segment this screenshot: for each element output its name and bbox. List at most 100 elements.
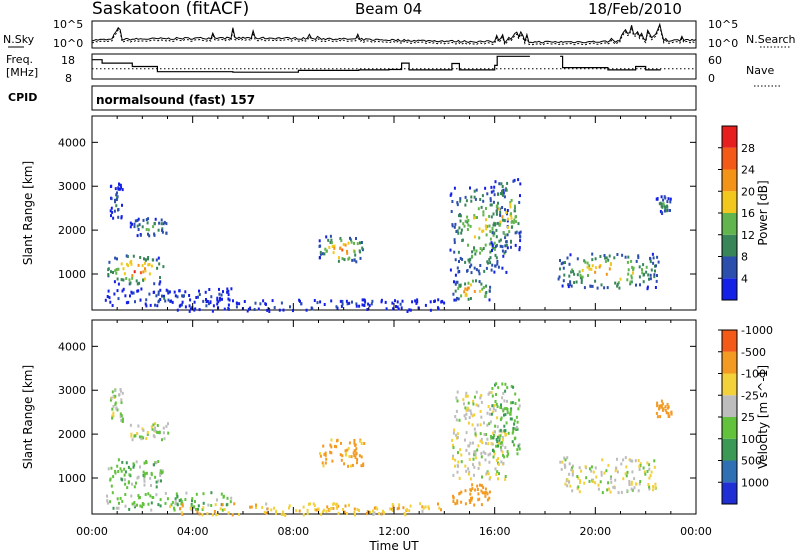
echo-cell-p-5: [331, 245, 334, 248]
echo-cell-p-7: [467, 243, 469, 247]
echo-cell-p-4: [437, 306, 439, 310]
echo-cell-p-5: [341, 248, 344, 252]
echo-cell-p-3: [127, 300, 130, 304]
echo-cell-v-3: [115, 506, 118, 510]
echo-cell-p-4: [188, 309, 191, 313]
echo-cell-v-0: [154, 475, 157, 479]
echo-cell-v-9: [631, 488, 634, 492]
ytick-label: 4000: [58, 340, 86, 353]
echo-cell-v-4: [371, 509, 374, 513]
echo-cell-v-0: [124, 482, 127, 486]
echo-cell-p-8: [499, 244, 502, 248]
echo-cell-p-6: [485, 291, 488, 294]
echo-cell-p-8: [495, 210, 498, 214]
echo-cell-v-2: [152, 434, 155, 438]
echo-cell-p-4: [198, 308, 201, 312]
echo-cell-v-8: [506, 386, 509, 390]
echo-cell-p-10: [664, 196, 667, 200]
echo-cell-v-5: [344, 451, 347, 455]
echo-cell-v-1: [116, 408, 119, 412]
echo-cell-v-4: [408, 509, 411, 513]
echo-cell-v-3: [185, 491, 188, 495]
echo-cell-v-7: [480, 393, 483, 397]
echo-cell-v-7: [483, 433, 486, 436]
echo-cell-v-2: [129, 423, 132, 427]
echo-cell-v-6: [476, 484, 479, 488]
echo-cell-v-3: [134, 505, 136, 509]
echo-cell-v-4: [275, 512, 278, 516]
echo-cell-p-10: [669, 209, 671, 212]
echo-cell-p-7: [488, 242, 491, 246]
echo-cell-v-9: [580, 469, 583, 473]
echo-cell-p-2: [137, 217, 140, 221]
echo-cell-v-7: [467, 408, 470, 412]
echo-cell-v-1: [119, 389, 122, 393]
echo-cell-p-5: [319, 250, 322, 254]
echo-cell-p-5: [321, 252, 324, 256]
echo-cell-v-3: [159, 504, 162, 508]
echo-cell-v-4: [255, 503, 257, 507]
echo-cell-p-5: [359, 241, 361, 245]
echo-cell-v-4: [382, 509, 384, 513]
echo-cell-p-8: [510, 214, 513, 217]
echo-cell-v-8: [504, 413, 507, 417]
echo-cell-p-7: [493, 193, 496, 197]
echo-cell-p-8: [519, 234, 522, 238]
echo-cell-v-3: [195, 507, 197, 511]
echo-cell-p-5: [343, 258, 346, 262]
echo-cell-v-10: [662, 407, 665, 411]
echo-cell-p-5: [328, 245, 331, 249]
echo-cell-p-3: [218, 292, 221, 296]
echo-cell-p-7: [456, 203, 459, 207]
echo-cell-v-8: [492, 455, 495, 459]
echo-cell-v-3: [128, 507, 131, 511]
echo-cell-p-2: [160, 218, 163, 222]
echo-cell-v-9: [579, 481, 582, 484]
echo-cell-p-5: [339, 246, 342, 250]
echo-cell-p-8: [501, 245, 504, 249]
echo-cell-p-4: [171, 300, 174, 304]
xtick-label: 16:00: [479, 525, 511, 538]
echo-cell-v-6: [478, 497, 481, 501]
echo-cell-v-9: [646, 469, 649, 473]
echo-cell-v-9: [643, 470, 646, 474]
echo-cell-v-9: [650, 470, 653, 474]
echo-cell-v-4: [198, 512, 201, 516]
echo-cell-p-8: [515, 230, 518, 234]
echo-cell-v-7: [454, 458, 457, 462]
echo-cell-v-3: [230, 496, 233, 500]
echo-cell-p-3: [134, 300, 136, 304]
echo-cell-v-1: [119, 388, 122, 391]
echo-cell-v-4: [181, 512, 184, 516]
echo-cell-v-8: [496, 440, 499, 444]
echo-cell-p-4: [254, 301, 257, 305]
noise-left-tick-top: 10^5: [53, 18, 83, 31]
echo-cell-p-3: [168, 290, 171, 294]
echo-cell-v-7: [504, 446, 507, 449]
echo-cell-v-7: [455, 418, 458, 422]
echo-cell-v-3: [173, 508, 176, 512]
echo-cell-p-0: [143, 277, 146, 281]
echo-cell-v-7: [464, 417, 467, 420]
echo-cell-v-7: [469, 409, 472, 413]
echo-cell-p-0: [144, 258, 147, 262]
freq-unit-label: [MHz]: [6, 66, 38, 79]
echo-cell-v-7: [458, 476, 461, 480]
echo-cell-v-6: [471, 483, 474, 487]
echo-cell-p-7: [503, 218, 506, 222]
echo-cell-v-5: [358, 454, 361, 458]
echo-cell-v-3: [106, 494, 108, 498]
echo-cell-p-6: [455, 298, 458, 302]
echo-cell-v-7: [490, 391, 493, 394]
echo-cell-p-4: [355, 302, 358, 306]
echo-cell-p-10: [664, 207, 667, 211]
echo-cell-v-8: [509, 409, 512, 413]
echo-cell-v-0: [109, 477, 112, 481]
echo-cell-v-9: [609, 490, 612, 494]
echo-cell-p-5: [356, 242, 359, 246]
echo-cell-p-4: [415, 301, 418, 305]
echo-cell-v-7: [464, 438, 466, 442]
echo-cell-v-0: [143, 461, 146, 465]
echo-cell-v-3: [220, 492, 223, 496]
echo-cell-v-9: [600, 473, 603, 477]
